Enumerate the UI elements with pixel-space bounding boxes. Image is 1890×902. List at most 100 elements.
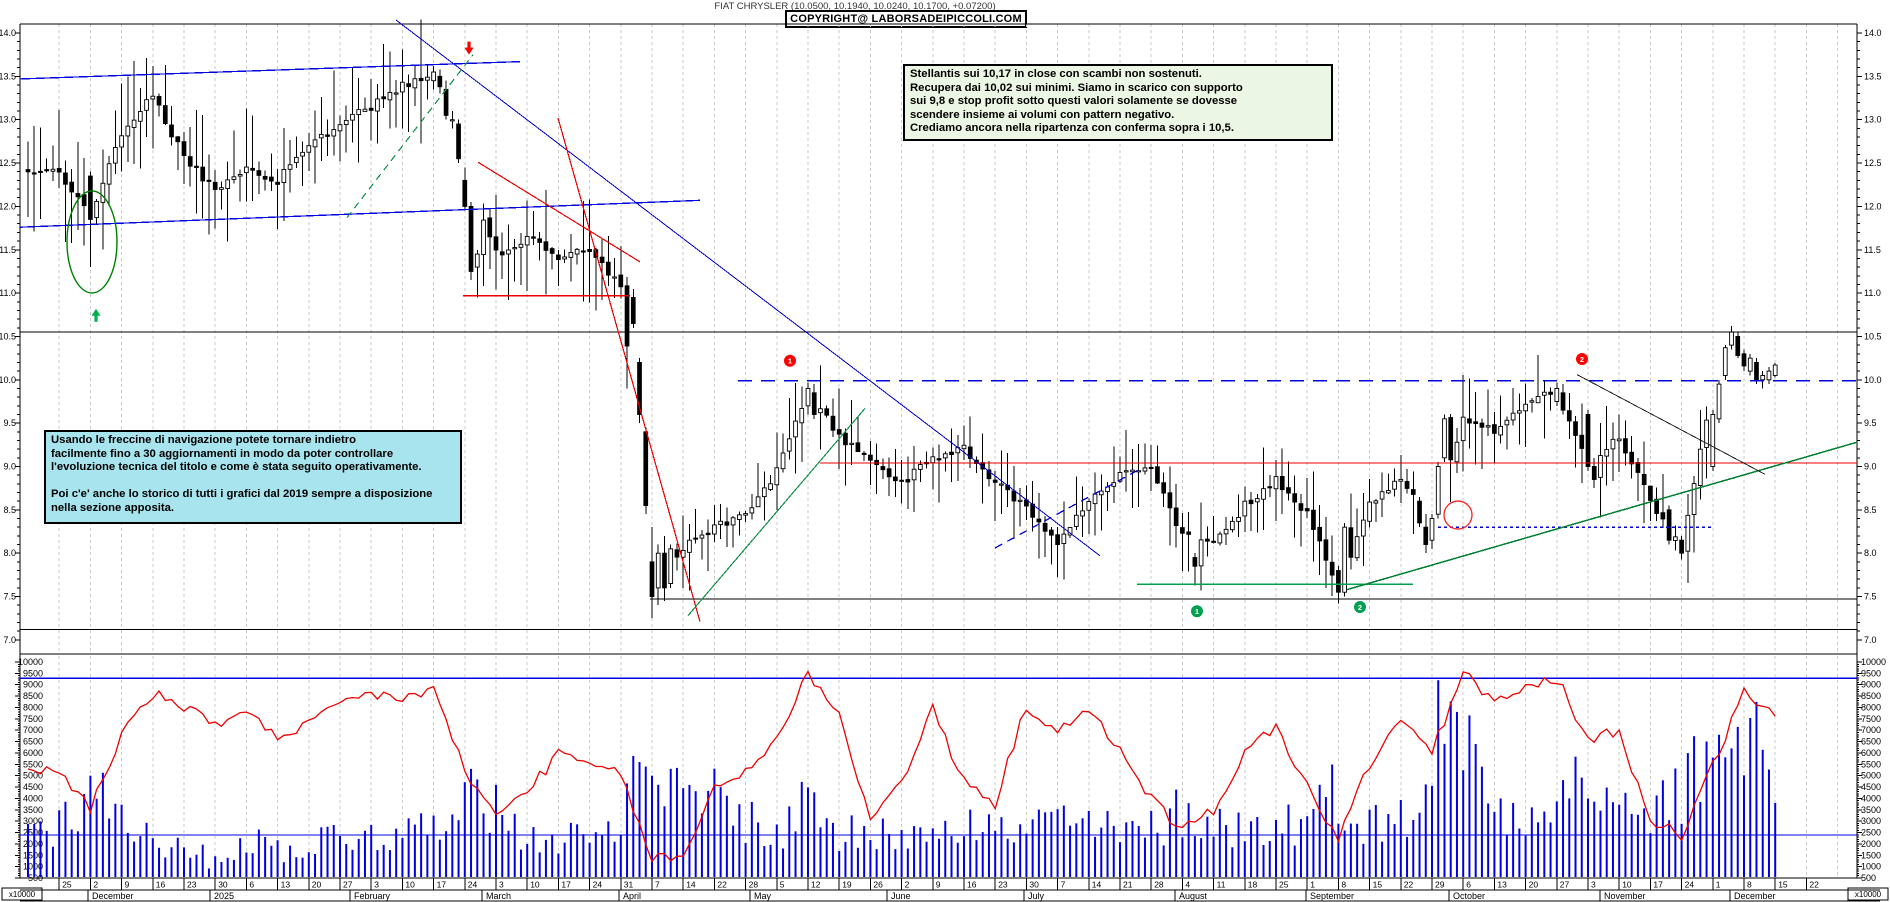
volume-bar	[1736, 726, 1739, 877]
price-label-right: 9.5	[1864, 418, 1877, 428]
candle-body	[1435, 466, 1441, 515]
candle-body	[31, 172, 37, 175]
volume-label-left: 1500	[23, 850, 43, 860]
candle-body	[1273, 476, 1279, 490]
candle-body	[655, 552, 661, 589]
month-label: November	[1604, 891, 1646, 901]
volume-bar	[351, 849, 354, 877]
candle-body	[687, 539, 692, 553]
navigation-info-box: Usando le freccine di navigazione potete…	[44, 430, 462, 524]
candle-body	[1049, 529, 1054, 536]
volume-bar	[551, 835, 554, 877]
volume-label-right: 7500	[1861, 714, 1881, 724]
candle-body	[1329, 561, 1335, 576]
volume-bar	[913, 826, 916, 877]
volume-bar	[1299, 819, 1302, 877]
volume-bar	[1649, 833, 1652, 877]
volume-bar	[1131, 820, 1134, 877]
volume-bar	[382, 844, 385, 877]
circled-number-marker	[1354, 600, 1366, 613]
volume-bar	[1499, 798, 1502, 877]
volume-bar	[1399, 799, 1402, 877]
volume-bar	[232, 859, 235, 877]
price-label-left: 7.0	[3, 635, 16, 645]
volume-bar	[407, 818, 410, 877]
volume-label-right: 6500	[1861, 737, 1881, 747]
candle-body	[312, 139, 318, 148]
volume-bar	[1487, 803, 1490, 877]
candle-body	[1017, 499, 1023, 502]
candle-body	[905, 479, 911, 483]
volume-bar	[1206, 816, 1209, 877]
candle-body	[1467, 418, 1472, 424]
volume-bar	[370, 825, 373, 877]
candle-body	[25, 169, 31, 173]
candle-body	[499, 251, 505, 256]
candle-body	[256, 170, 262, 176]
candle-body	[406, 83, 411, 88]
candle-body	[549, 248, 555, 254]
price-label-right: 12.5	[1864, 158, 1882, 168]
candle-body	[506, 249, 511, 255]
candle-body	[1710, 414, 1716, 467]
candle-body	[1229, 520, 1235, 531]
candle-body	[949, 451, 954, 456]
price-label-left: 9.0	[3, 462, 16, 472]
candle-body	[1473, 421, 1479, 425]
day-tick-label: 14	[686, 880, 696, 890]
candle-body	[156, 96, 162, 106]
volume-bar	[1337, 823, 1340, 877]
volume-bar	[413, 824, 416, 877]
volume-label-left: 9000	[23, 680, 43, 690]
candle-body	[200, 166, 206, 182]
x10000-box-left-label: x10000	[9, 890, 36, 899]
volume-bar	[151, 838, 154, 877]
day-tick-label: 20	[312, 880, 322, 890]
candle-body	[63, 172, 68, 185]
volume-bar	[476, 779, 479, 877]
volume-bar	[682, 788, 685, 877]
candle-body	[1148, 466, 1154, 470]
candle-body	[1704, 419, 1709, 448]
volume-bar	[363, 830, 366, 877]
volume-label-right: 5500	[1861, 759, 1881, 769]
volume-label-right: 4000	[1861, 793, 1881, 803]
volume-bar	[89, 775, 92, 877]
volume-bar	[738, 804, 741, 877]
candle-body	[674, 549, 680, 558]
volume-bar	[638, 762, 641, 877]
volume-bar	[944, 820, 947, 877]
volume-bar	[445, 831, 448, 877]
volume-label-right: 6000	[1861, 748, 1881, 758]
volume-bar	[1711, 757, 1714, 877]
candle-body	[474, 253, 480, 268]
up-arrow-icon	[91, 308, 101, 322]
volume-bar	[320, 827, 323, 877]
volume-bar	[1137, 826, 1140, 877]
candle-body	[587, 248, 592, 252]
candle-body	[44, 169, 50, 172]
day-tick-label: 16	[156, 880, 166, 890]
day-tick-label: 23	[187, 880, 197, 890]
volume-bar	[769, 844, 772, 877]
volume-bar	[956, 842, 959, 877]
volume-bar	[1724, 757, 1727, 877]
price-label-right: 11.5	[1864, 245, 1881, 255]
day-tick-label: 9	[125, 880, 130, 890]
candle-body	[281, 168, 287, 183]
candle-body	[1192, 557, 1198, 567]
volume-label-left: 9500	[23, 668, 43, 678]
volume-bar	[1562, 780, 1565, 877]
candle-body	[1579, 434, 1585, 449]
candle-body	[69, 181, 75, 193]
candle-body	[1485, 425, 1491, 428]
volume-bar	[1462, 770, 1465, 877]
volume-bar	[725, 795, 728, 877]
day-tick-label: 10	[1622, 880, 1632, 890]
volume-bar	[251, 853, 254, 877]
candle-body	[1161, 482, 1167, 494]
volume-label-right: 3000	[1861, 816, 1881, 826]
volume-bar	[757, 822, 760, 877]
volume-bar	[644, 766, 647, 877]
